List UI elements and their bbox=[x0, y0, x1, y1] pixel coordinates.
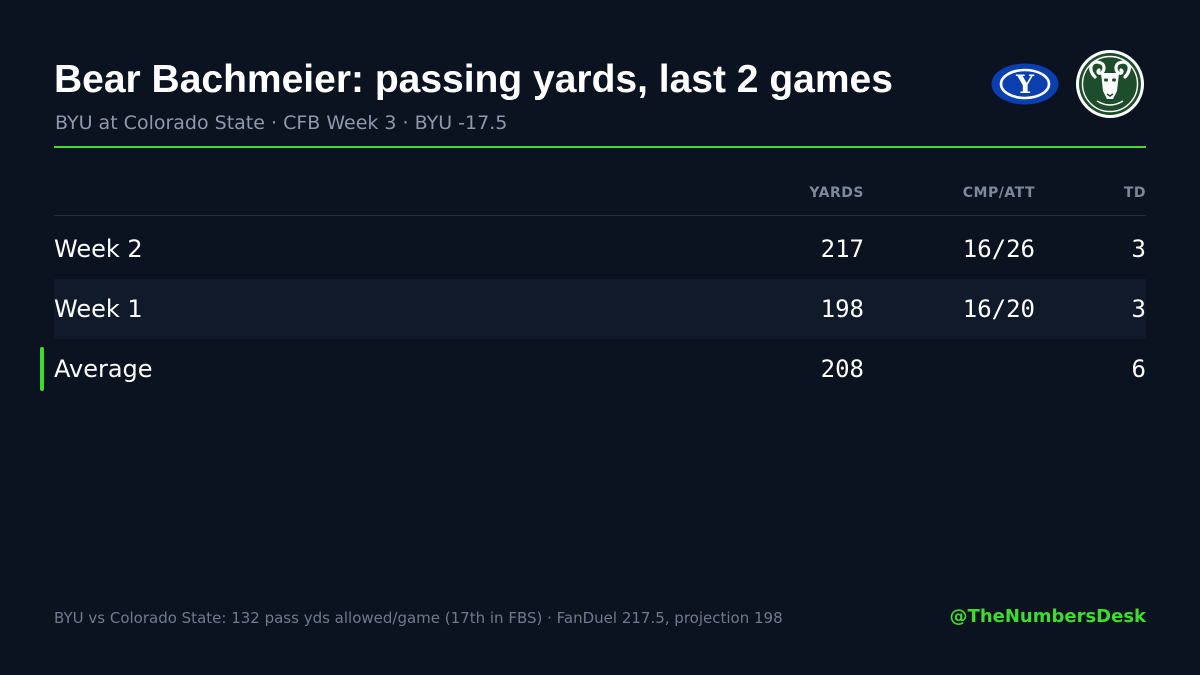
table-row-average: Average 208 6 bbox=[54, 339, 1146, 399]
title-accent-rule bbox=[54, 146, 1146, 148]
row-cmp-att: 16/20 bbox=[962, 295, 1035, 323]
row-yards: 208 bbox=[820, 355, 864, 383]
row-td: 3 bbox=[1131, 235, 1146, 263]
row-label: Average bbox=[54, 355, 153, 383]
column-header-yards: YARDS bbox=[809, 185, 864, 201]
column-header-td: TD bbox=[1123, 185, 1146, 201]
row-yards: 217 bbox=[820, 235, 864, 263]
row-td: 6 bbox=[1131, 355, 1146, 383]
table-row-week-2: Week 2 217 16/26 3 bbox=[54, 219, 1146, 279]
row-cmp-att bbox=[875, 339, 1035, 399]
page-title: Bear Bachmeier: passing yards, last 2 ga… bbox=[54, 58, 893, 101]
page-subtitle: BYU at Colorado State · CFB Week 3 · BYU… bbox=[55, 112, 508, 134]
table-header-divider bbox=[54, 215, 1146, 216]
row-label: Week 1 bbox=[54, 295, 143, 323]
column-header-cmp-att: CMP/ATT bbox=[962, 185, 1035, 201]
footer-note: BYU vs Colorado State: 132 pass yds allo… bbox=[54, 609, 783, 627]
row-yards: 198 bbox=[820, 295, 864, 323]
row-td: 3 bbox=[1131, 295, 1146, 323]
table-row-week-1: Week 1 198 16/20 3 bbox=[54, 279, 1146, 339]
row-label: Week 2 bbox=[54, 235, 143, 263]
social-handle: @TheNumbersDesk bbox=[949, 606, 1146, 627]
average-row-marker bbox=[40, 347, 44, 391]
byu-logo-letter: Y bbox=[1015, 70, 1035, 99]
colorado-state-rams-logo-icon bbox=[1076, 50, 1144, 118]
row-cmp-att: 16/26 bbox=[962, 235, 1035, 263]
byu-logo-icon: Y bbox=[991, 63, 1059, 105]
